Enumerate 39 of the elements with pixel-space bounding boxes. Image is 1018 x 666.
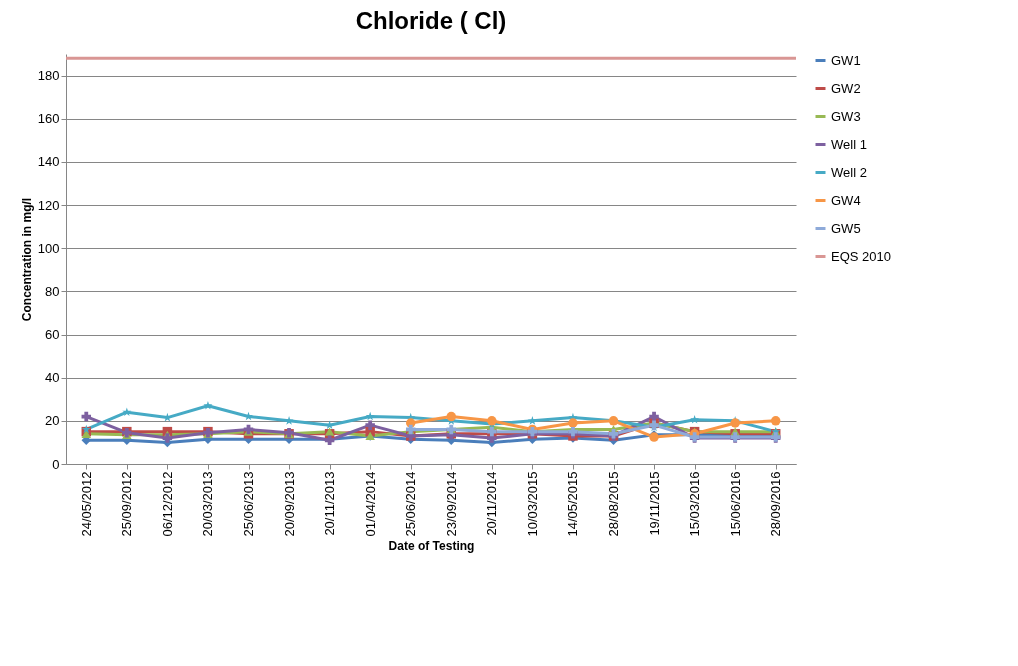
x-tick-label: 15/03/2016 [687,471,703,537]
x-tick-label: 28/09/2016 [768,471,784,537]
legend-label: GW3 [831,108,861,124]
chart-title: Chloride ( Cl) [355,7,507,34]
y-tick-label: 40 [45,370,60,386]
y-tick-label: 120 [37,197,60,213]
x-tick-label: 25/06/2013 [241,471,256,537]
y-tick-label: 160 [37,111,60,127]
x-tick-label: 19/11/2015 [646,471,662,536]
x-tick-label: 25/09/2012 [119,471,135,537]
legend-label: GW5 [831,220,861,236]
legend-label: GW1 [831,52,861,68]
legend-label: GW2 [831,80,861,96]
x-tick-label: 20/11/2014 [484,471,500,536]
y-tick-label: 0 [52,456,60,472]
y-tick-label: 140 [37,154,60,170]
x-tick-label: 23/09/2014 [443,471,459,537]
x-tick-label: 10/03/2015 [524,471,540,537]
x-tick-label: 24/05/2012 [78,471,94,537]
x-tick-label: 15/06/2016 [727,471,743,537]
x-tick-label: 06/12/2012 [159,471,175,537]
x-tick-label: 20/09/2013 [281,471,297,537]
x-tick-label: 28/08/2015 [606,471,621,537]
legend-label: GW4 [831,192,861,208]
y-tick-label: 60 [45,327,60,343]
x-tick-label: 25/06/2014 [403,471,419,537]
y-axis-title: Concentration in mg/l [19,197,34,322]
y-tick-label: 80 [45,283,60,299]
x-axis-title: Date of Testing [388,538,475,553]
legend-label: EQS 2010 [831,248,891,264]
x-tick-label: 14/05/2015 [565,471,581,537]
legend-label: Well 2 [831,164,867,180]
x-tick-label: 01/04/2014 [362,471,378,537]
y-tick-label: 100 [37,240,60,256]
y-tick-label: 20 [45,413,60,429]
y-tick-label: 180 [37,68,60,84]
x-tick-label: 20/11/2013 [322,471,338,536]
x-tick-label: 20/03/2013 [200,471,216,537]
legend-label: Well 1 [831,136,867,152]
